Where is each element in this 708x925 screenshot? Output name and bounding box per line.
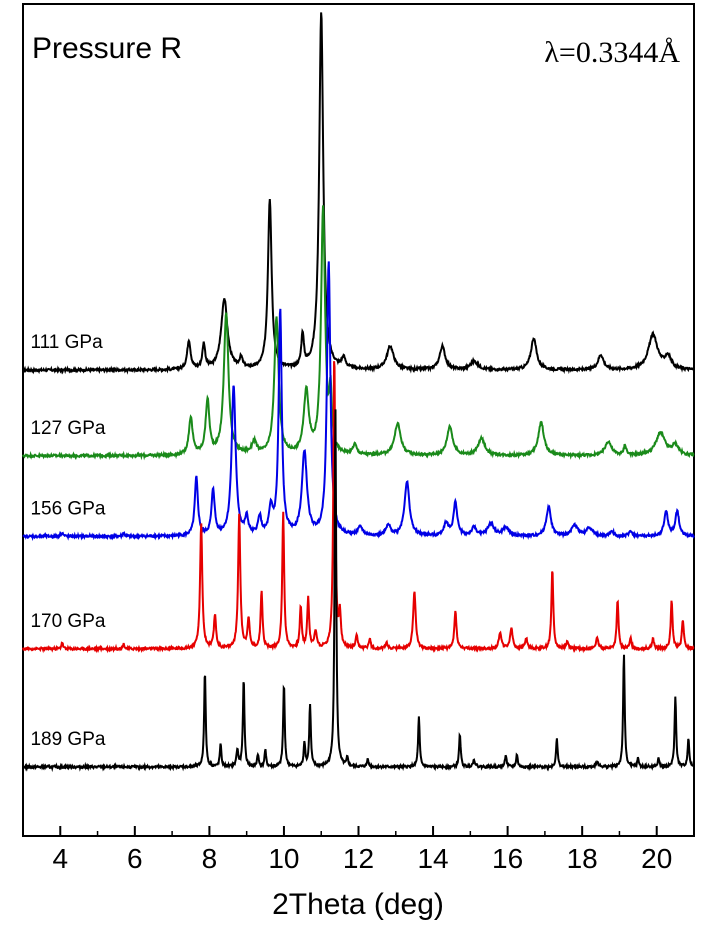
x-tick-label: 12 — [343, 843, 374, 874]
x-axis-ticks: 4 6 8 10 12 14 16 18 20 — [22, 826, 695, 874]
x-tick-label: 20 — [641, 843, 672, 874]
series-line — [22, 205, 695, 461]
x-tick-label: 4 — [52, 843, 68, 874]
x-tick-label: 8 — [202, 843, 218, 874]
x-tick-label: 16 — [492, 843, 523, 874]
series-line — [22, 261, 695, 542]
series-label: 170 GPa — [30, 611, 105, 632]
x-axis-title: 2Theta (deg) — [272, 888, 444, 921]
series-label: 189 GPa — [30, 729, 105, 750]
series-label: 156 GPa — [30, 498, 105, 519]
series-line — [22, 12, 695, 375]
series-label: 111 GPa — [30, 332, 103, 353]
x-tick-label: 10 — [268, 843, 299, 874]
x-tick-label: 14 — [417, 843, 448, 874]
series-layer — [22, 12, 695, 773]
chart-title: Pressure R — [32, 32, 182, 65]
series-labels: 111 GPa 127 GPa 156 GPa 170 GPa 189 GPa — [30, 332, 105, 750]
wavelength-annotation: λ=0.3344Å — [544, 36, 680, 69]
series-line — [22, 361, 695, 654]
x-tick-label: 6 — [127, 843, 143, 874]
x-tick-label: 18 — [567, 843, 598, 874]
series-label: 127 GPa — [30, 418, 105, 439]
series-line — [22, 409, 695, 773]
plot-frame — [22, 3, 695, 837]
